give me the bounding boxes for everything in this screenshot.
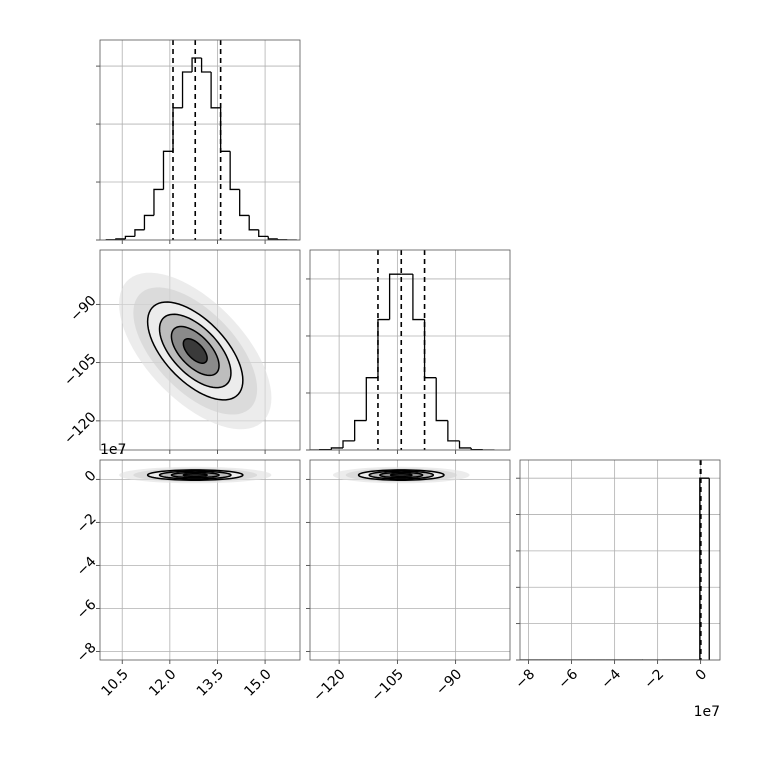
y-tick-label: −90: [67, 293, 99, 325]
hist-step: [219, 107, 231, 152]
plot-area: [105, 40, 297, 240]
contour: [182, 337, 208, 364]
hist-step: [172, 107, 183, 152]
x-tick-label: −8: [512, 666, 538, 692]
contour: [389, 473, 413, 478]
panel-frame: [519, 459, 721, 661]
hist-step: [447, 420, 460, 442]
hist-step: [354, 419, 367, 441]
hist-step: [210, 72, 221, 109]
x-tick-label: −90: [433, 666, 465, 698]
hist-step: [162, 150, 174, 190]
x-tick-label: −105: [369, 666, 408, 705]
hist-step: [330, 447, 344, 450]
panel-frame: [99, 459, 301, 661]
y-tick-label: −8: [74, 640, 100, 666]
x-offset-label: 1e7: [694, 704, 720, 720]
hist-step: [124, 235, 135, 239]
hist-step: [200, 57, 212, 73]
panel-frame: [99, 39, 301, 241]
plot-area: [310, 250, 495, 450]
x-tick-label: 10.5: [99, 666, 132, 699]
hist-step: [239, 189, 250, 217]
hist-step: [115, 238, 126, 240]
hist-step: [248, 215, 259, 231]
x-tick-label: −6: [555, 666, 581, 692]
hist-step: [181, 71, 193, 108]
x-tick-label: −2: [641, 666, 667, 692]
panel: −120 −105 −90: [306, 459, 511, 705]
hist-step: [377, 318, 390, 378]
panel: −8 −6 −4 −2 0 1e7: [512, 459, 721, 720]
hist-step: [435, 377, 448, 422]
plot-area: [520, 460, 710, 660]
panel: −90 −105 −120: [61, 249, 301, 454]
hist-step: [229, 151, 240, 191]
y-tick-label: −2: [74, 511, 100, 537]
hist-step: [191, 57, 202, 72]
panel: [96, 39, 301, 244]
hist-step: [342, 440, 355, 448]
y-tick-label: −6: [74, 597, 100, 623]
x-tick-label: 0: [693, 666, 711, 684]
x-tick-label: −120: [310, 666, 349, 705]
hist-step: [134, 229, 145, 237]
panel-frame: [309, 249, 511, 451]
plot-area: [332, 466, 470, 484]
hist-step: [412, 274, 425, 321]
hist-step: [258, 229, 269, 238]
plot-area: [119, 272, 272, 430]
hist-step: [365, 377, 378, 421]
panel-frame: [309, 459, 511, 661]
y-offset-label: 1e7: [100, 442, 126, 458]
hist-step: [470, 447, 483, 450]
x-tick-label: 15.0: [241, 666, 274, 699]
x-tick-label: −4: [598, 666, 624, 692]
x-tick-label: 12.0: [146, 666, 179, 699]
y-tick-label: −120: [61, 409, 100, 448]
panel-frame: [99, 249, 301, 451]
x-tick-label: 13.5: [194, 666, 227, 699]
contour: [182, 473, 208, 478]
y-tick-label: 0: [82, 468, 100, 486]
y-tick-label: −4: [74, 554, 100, 580]
panel: [306, 249, 511, 454]
hist-step: [423, 319, 437, 379]
plot-area: [119, 466, 272, 484]
hist-step: [458, 440, 472, 449]
hist-step: [388, 273, 402, 320]
y-tick-label: −105: [61, 351, 100, 390]
hist-step: [267, 236, 278, 240]
hist-step: [143, 214, 154, 230]
hist-step: [153, 188, 164, 216]
